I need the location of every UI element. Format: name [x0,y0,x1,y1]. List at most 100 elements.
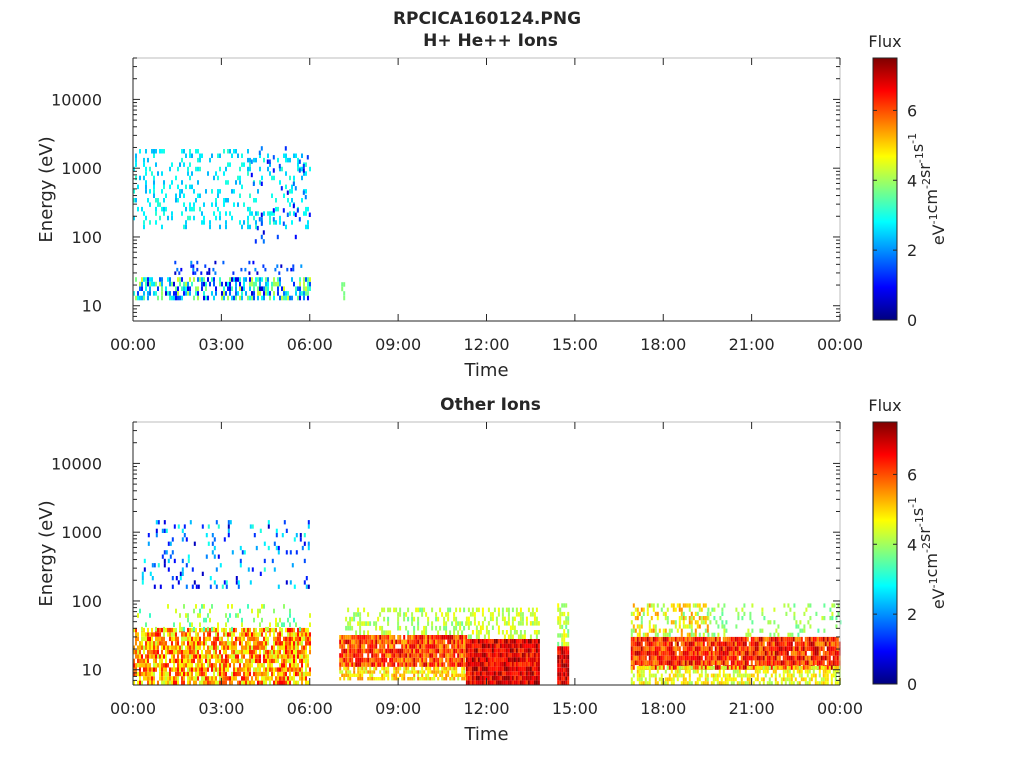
heatmap-cell [209,645,211,650]
heatmap-cell [559,659,562,664]
heatmap-cell [513,666,516,672]
heatmap-cell [505,657,508,662]
heatmap-cell [714,665,717,670]
heatmap-cell [723,603,726,608]
heatmap-cell [395,653,398,658]
heatmap-cell [161,627,163,633]
heatmap-cell [349,677,352,681]
heatmap-cell [519,657,522,662]
heatmap-cell [281,622,283,627]
heatmap-cell [197,180,199,185]
heatmap-cell [189,291,191,296]
heatmap-cell [817,628,820,633]
heatmap-cell [285,291,287,296]
heatmap-cell [732,641,735,647]
heatmap-cell [261,671,263,677]
heatmap-cell [307,295,309,301]
heatmap-cell [730,651,733,656]
heatmap-cell [243,645,245,650]
heatmap-cell [299,291,301,296]
heatmap-cell [674,607,677,612]
heatmap-cell [487,634,490,639]
heatmap-cell [195,667,197,672]
heatmap-cell [477,675,480,681]
heatmap-cell [820,681,823,685]
heatmap-cell [391,648,394,654]
heatmap-cell [674,620,677,625]
heatmap-cell [189,622,191,627]
heatmap-cell [818,665,821,670]
heatmap-cell [672,607,675,612]
heatmap-cell [682,655,685,661]
heatmap-cell [339,635,342,640]
heatmap-cell [630,655,633,661]
heatmap-cell [262,264,265,268]
heatmap-cell [719,616,722,621]
heatmap-cell [254,267,257,272]
heatmap-cell [483,666,486,672]
heatmap-cell [698,624,701,629]
heatmap-cell [710,665,713,670]
heatmap-cell [247,224,249,230]
heatmap-cell [351,648,354,654]
heatmap-cell [475,680,478,685]
heatmap-cell [784,677,787,682]
heatmap-cell [260,217,263,222]
heatmap-cell [690,646,693,651]
heatmap-cell [451,648,454,654]
heatmap-cell [473,666,476,672]
heatmap-cell [161,528,164,533]
heatmap-cell [205,641,207,646]
heatmap-cell [732,646,735,651]
heatmap-cell [668,677,671,682]
heatmap-cell [672,660,675,666]
heatmap-cell [654,673,657,678]
heatmap-cell [153,632,155,637]
heatmap-cell [773,632,776,637]
heatmap-cell [485,648,488,653]
heatmap-cell [469,612,472,617]
heatmap-cell [249,627,251,633]
heatmap-cell [417,670,420,674]
heatmap-cell [255,211,257,216]
heatmap-cell [642,636,645,642]
heatmap-cell [367,677,370,681]
heatmap-cell [762,655,765,661]
heatmap-cell [209,608,211,614]
heatmap-cell [381,630,384,635]
heatmap-cell [822,655,825,661]
heatmap-cell [159,584,162,589]
heatmap-cell [291,667,293,672]
heatmap-cell [734,636,737,642]
heatmap-cell [143,277,145,282]
heatmap-cell [153,175,155,181]
heatmap-cell [251,658,253,664]
heatmap-cell [752,641,755,647]
heatmap-cell [147,645,149,650]
heatmap-cell [694,660,697,666]
heatmap-cell [415,635,418,640]
heatmap-cell [507,675,510,681]
heatmap-cell [269,220,271,225]
heatmap-cell [682,646,685,651]
heatmap-cell [744,673,747,678]
heatmap-cell [163,550,166,555]
heatmap-cell [489,680,492,685]
heatmap-cell [682,665,685,670]
heatmap-cell [726,660,729,666]
heatmap-cell [471,652,474,658]
heatmap-cell [249,211,251,216]
heatmap-cell [257,636,259,642]
heatmap-cell [646,641,649,647]
heatmap-cell [525,675,528,681]
heatmap-cell [636,611,639,616]
heatmap-cell [706,681,709,685]
heatmap-cell [421,648,424,654]
heatmap-cell [746,677,749,682]
heatmap-cell [223,676,225,681]
heatmap-cell [373,670,376,674]
heatmap-cell [260,181,263,186]
heatmap-cell [475,675,478,681]
heatmap-cell [654,655,657,661]
heatmap-cell [453,635,456,640]
